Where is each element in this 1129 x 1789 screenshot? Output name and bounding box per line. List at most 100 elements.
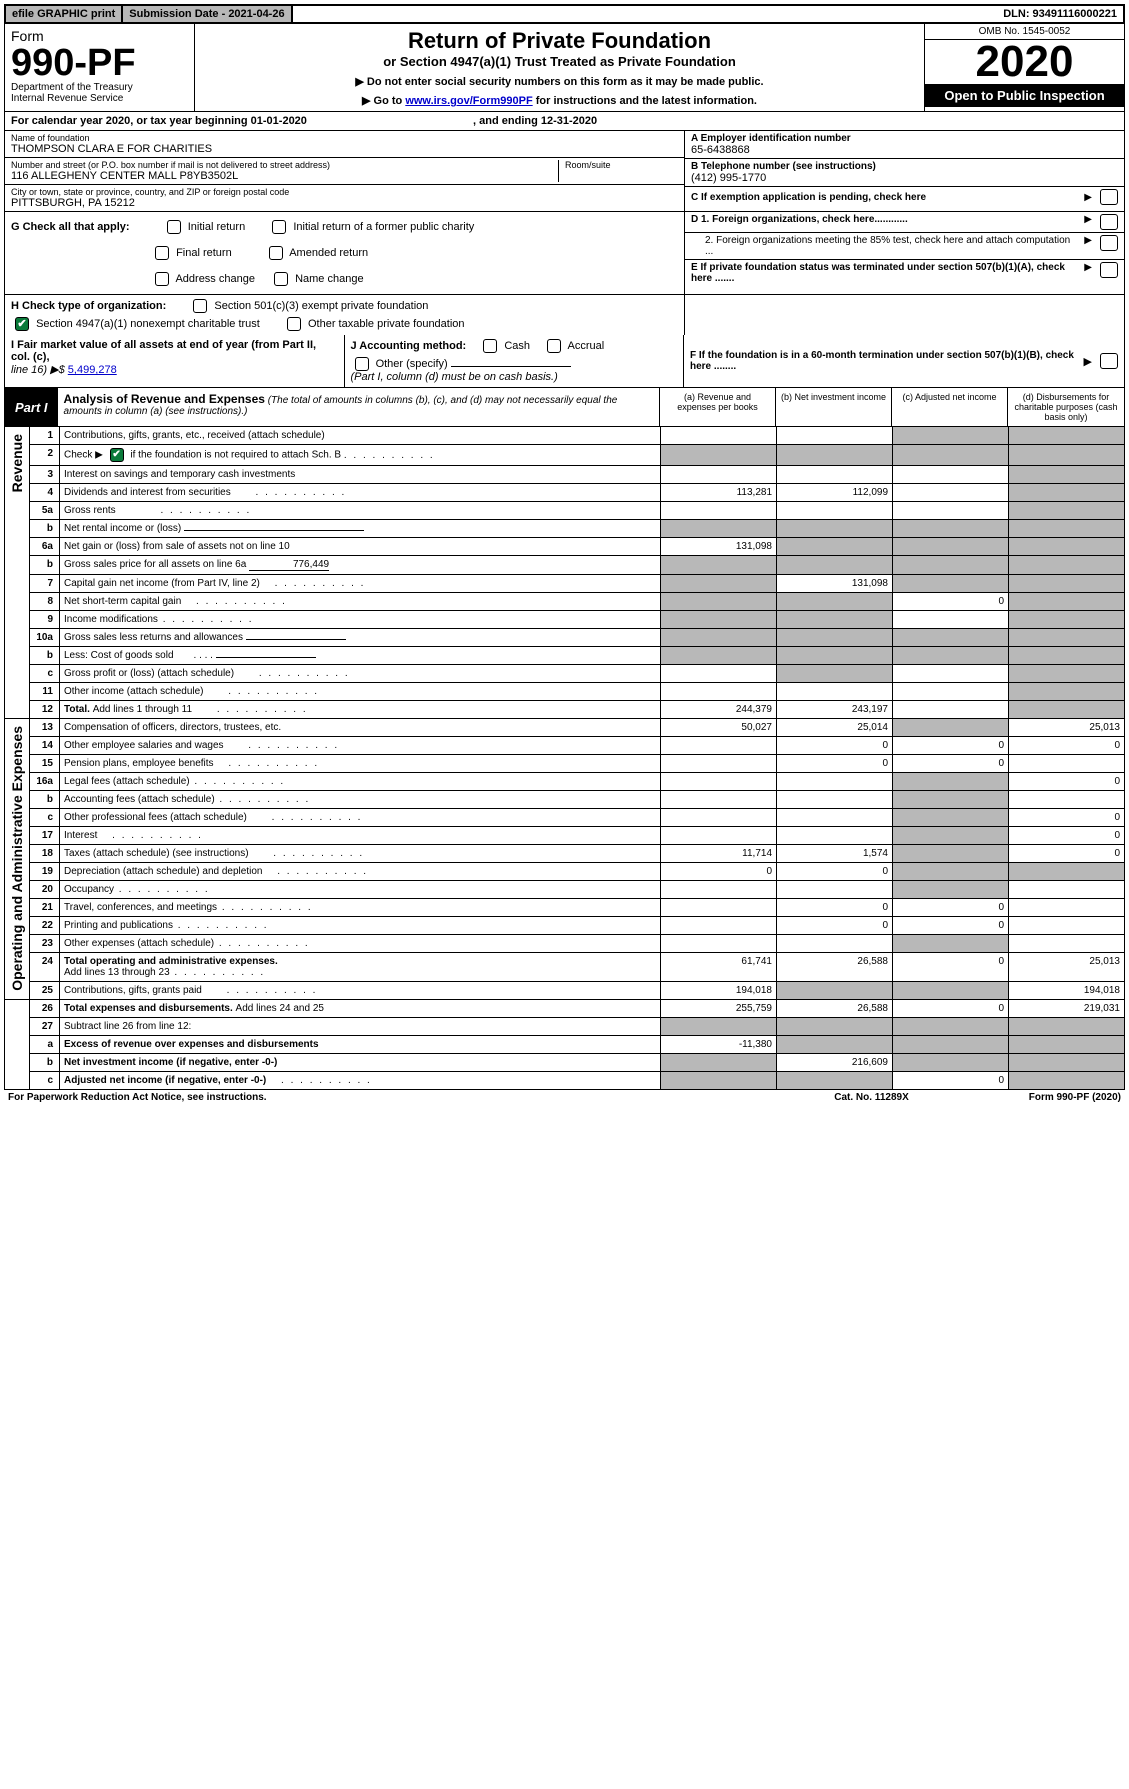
- e-label: E If private foundation status was termi…: [691, 262, 1065, 284]
- table-row: 15Pension plans, employee benefits00: [5, 755, 1125, 773]
- h-other-checkbox[interactable]: [287, 317, 301, 331]
- footer-formref: Form 990-PF (2020): [1029, 1092, 1121, 1103]
- line-22-desc: Printing and publications: [60, 917, 661, 935]
- j-other: Other (specify): [376, 358, 448, 370]
- footer-left: For Paperwork Reduction Act Notice, see …: [8, 1092, 267, 1103]
- phone-label: B Telephone number (see instructions): [691, 161, 1118, 172]
- line-16b-desc: Accounting fees (attach schedule): [60, 791, 661, 809]
- table-row: 10aGross sales less returns and allowanc…: [5, 629, 1125, 647]
- j-other-checkbox[interactable]: [355, 357, 369, 371]
- table-row: 5aGross rents: [5, 502, 1125, 520]
- form-number: 990-PF: [11, 44, 188, 82]
- form-title: Return of Private Foundation: [199, 28, 920, 54]
- r4-a: 113,281: [661, 484, 777, 502]
- form-subtitle: or Section 4947(a)(1) Trust Treated as P…: [199, 54, 920, 69]
- r21-c: 0: [893, 899, 1009, 917]
- revenue-side-label: Revenue: [9, 430, 25, 496]
- part1-header: Part I Analysis of Revenue and Expenses …: [4, 388, 1125, 427]
- h-opt2: Section 4947(a)(1) nonexempt charitable …: [36, 318, 260, 330]
- r26-b: 26,588: [777, 1000, 893, 1018]
- efile-print-button[interactable]: efile GRAPHIC print: [6, 6, 123, 22]
- arrow-icon: ▶: [1084, 214, 1092, 225]
- col-a-header: (a) Revenue and expenses per books: [660, 388, 776, 426]
- d2-checkbox[interactable]: [1100, 235, 1118, 251]
- d1-checkbox[interactable]: [1100, 214, 1118, 230]
- table-row: aExcess of revenue over expenses and dis…: [5, 1036, 1125, 1054]
- r13-a: 50,027: [661, 719, 777, 737]
- line-16a-desc: Legal fees (attach schedule): [60, 773, 661, 791]
- i-line: line 16) ▶$: [11, 364, 68, 376]
- r6b-val: 776,449: [249, 559, 329, 571]
- r2-pre: Check ▶: [64, 450, 103, 461]
- line-4-desc: Dividends and interest from securities: [60, 484, 661, 502]
- tax-year: 2020: [925, 40, 1124, 84]
- j-cash-checkbox[interactable]: [483, 339, 497, 353]
- instr2-post: for instructions and the latest informat…: [533, 95, 757, 107]
- arrow-icon: ▶: [1084, 262, 1092, 273]
- line-6b-desc: Gross sales price for all assets on line…: [60, 556, 661, 575]
- f-checkbox[interactable]: [1100, 353, 1118, 369]
- r16c-d: 0: [1009, 809, 1125, 827]
- table-row: bNet rental income or (loss): [5, 520, 1125, 538]
- instr-line-1: ▶ Do not enter social security numbers o…: [199, 75, 920, 88]
- g-address-checkbox[interactable]: [155, 272, 169, 286]
- g-d-row: G Check all that apply: Initial return I…: [4, 212, 1125, 295]
- r26-c: 0: [893, 1000, 1009, 1018]
- part1-desc: Analysis of Revenue and Expenses (The to…: [58, 388, 660, 426]
- g-initial-checkbox[interactable]: [167, 220, 181, 234]
- c-checkbox[interactable]: [1100, 189, 1118, 205]
- form990pf-link[interactable]: www.irs.gov/Form990PF: [405, 95, 532, 107]
- table-row: 20Occupancy: [5, 881, 1125, 899]
- h-label: H Check type of organization:: [11, 300, 166, 312]
- line-5b-desc: Net rental income or (loss): [60, 520, 661, 538]
- f-label: F If the foundation is in a 60-month ter…: [690, 350, 1074, 372]
- sch-b-checkbox[interactable]: ✔: [110, 448, 124, 462]
- r12-a: 244,379: [661, 701, 777, 719]
- r18-b: 1,574: [777, 845, 893, 863]
- g-amended-checkbox[interactable]: [269, 246, 283, 260]
- table-row: bAccounting fees (attach schedule): [5, 791, 1125, 809]
- r27b-b: 216,609: [777, 1054, 893, 1072]
- arrow-icon: ▶: [1084, 355, 1092, 368]
- d-e-section: D 1. Foreign organizations, check here..…: [684, 212, 1124, 294]
- line-3-desc: Interest on savings and temporary cash i…: [60, 466, 661, 484]
- e-checkbox[interactable]: [1100, 262, 1118, 278]
- irs-label: Internal Revenue Service: [11, 93, 188, 104]
- r4-b: 112,099: [777, 484, 893, 502]
- r24-b: 26,588: [777, 953, 893, 982]
- h-4947-checkbox[interactable]: ✔: [15, 317, 29, 331]
- d2-row: 2. Foreign organizations meeting the 85%…: [685, 233, 1124, 260]
- g-name-checkbox[interactable]: [274, 272, 288, 286]
- addr-value: 116 ALLEGHENY CENTER MALL P8YB3502L: [11, 170, 558, 182]
- table-row: Revenue 1Contributions, gifts, grants, e…: [5, 427, 1125, 445]
- r13-b: 25,014: [777, 719, 893, 737]
- table-row: cOther professional fees (attach schedul…: [5, 809, 1125, 827]
- submission-date: Submission Date - 2021-04-26: [123, 6, 292, 22]
- calyear-pre: For calendar year 2020, or tax year begi…: [11, 115, 307, 127]
- instr2-pre: ▶ Go to: [362, 95, 405, 107]
- line-14-desc: Other employee salaries and wages: [60, 737, 661, 755]
- g-final-checkbox[interactable]: [155, 246, 169, 260]
- j-accrual-checkbox[interactable]: [547, 339, 561, 353]
- table-row: 26Total expenses and disbursements. Add …: [5, 1000, 1125, 1018]
- g-opt-2: Final return: [176, 247, 232, 259]
- form-header: Form 990-PF Department of the Treasury I…: [4, 24, 1125, 112]
- r26-a: 255,759: [661, 1000, 777, 1018]
- r14-b: 0: [777, 737, 893, 755]
- g-opt-3: Amended return: [289, 247, 368, 259]
- g-initial-former-checkbox[interactable]: [272, 220, 286, 234]
- line-17-desc: Interest: [60, 827, 661, 845]
- arrow-icon: ▶: [1084, 192, 1092, 203]
- line-10a-desc: Gross sales less returns and allowances: [60, 629, 661, 647]
- table-row: 8Net short-term capital gain0: [5, 593, 1125, 611]
- line-8-desc: Net short-term capital gain: [60, 593, 661, 611]
- r14-d: 0: [1009, 737, 1125, 755]
- h-row: H Check type of organization: Section 50…: [4, 295, 1125, 335]
- r15-b: 0: [777, 755, 893, 773]
- r15-c: 0: [893, 755, 1009, 773]
- fmv-link[interactable]: 5,499,278: [68, 364, 117, 376]
- r13-d: 25,013: [1009, 719, 1125, 737]
- h-501c3-checkbox[interactable]: [193, 299, 207, 313]
- room-label: Room/suite: [565, 160, 678, 170]
- g-label: G Check all that apply:: [11, 221, 130, 233]
